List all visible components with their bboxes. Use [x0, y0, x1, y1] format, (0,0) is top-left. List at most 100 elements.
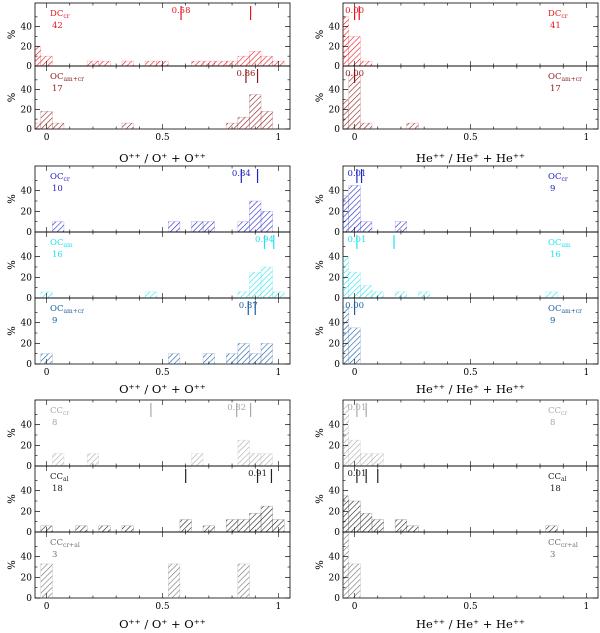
- histogram-bar: [191, 60, 204, 67]
- x-tick-label: 0: [352, 368, 358, 378]
- histogram-bar: [360, 513, 373, 533]
- y-tick-label: 20: [21, 273, 33, 283]
- y-tick-label: 40: [21, 253, 33, 263]
- y-tick-label: 40: [21, 187, 33, 197]
- y-tick-label: 20: [329, 105, 341, 115]
- sample-label: CCal: [548, 472, 567, 483]
- sample-label: OCcr: [548, 172, 568, 183]
- sample-label: OCam+cr: [548, 72, 582, 83]
- x-tick-label: 0: [44, 602, 50, 612]
- y-tick-label: 20: [21, 42, 33, 52]
- y-tick-label: 20: [21, 573, 33, 583]
- median-label: 0.00: [345, 69, 364, 79]
- y-tick-label: 0: [334, 594, 340, 604]
- y-tick-label: 20: [21, 207, 33, 217]
- histogram-bar: [348, 327, 361, 365]
- sample-label: CCcr: [50, 406, 69, 417]
- y-axis-label: %: [315, 560, 326, 570]
- x-tick-label: 0.5: [463, 602, 478, 612]
- y-tick-label: 20: [329, 573, 341, 583]
- y-tick-label: 0: [334, 294, 340, 304]
- histogram-bar: [249, 513, 262, 533]
- histogram-bar: [360, 453, 373, 467]
- median-label: 0.86: [236, 69, 255, 79]
- histogram-bar: [40, 563, 53, 599]
- sample-label: CCcr+al: [548, 538, 578, 549]
- x-tick-label: 1: [584, 133, 590, 143]
- sample-label: OCam: [50, 238, 73, 249]
- y-tick-label: 40: [329, 487, 341, 497]
- y-axis-label: %: [315, 260, 326, 270]
- sample-label: DCcr: [50, 9, 70, 20]
- histogram-bar: [406, 525, 419, 533]
- histogram-bar: [237, 343, 250, 365]
- sample-count: 9: [550, 184, 555, 194]
- sample-label: OCam: [548, 238, 571, 249]
- y-tick-label: 20: [329, 441, 341, 451]
- histogram-bar: [260, 505, 273, 533]
- histogram-bar: [545, 291, 558, 299]
- median-label: 0.84: [232, 169, 251, 179]
- histogram-bar: [249, 271, 262, 299]
- y-tick-label: 0: [26, 228, 32, 238]
- median-label: 0.01: [347, 235, 366, 245]
- histogram-bar: [34, 122, 42, 130]
- histogram-bar: [406, 122, 419, 130]
- histogram-bar: [52, 221, 65, 233]
- y-tick-label: 40: [21, 319, 33, 329]
- y-tick-label: 20: [21, 105, 33, 115]
- y-tick-label: 0: [334, 360, 340, 370]
- histogram-bar: [168, 563, 181, 599]
- y-tick-label: 0: [334, 528, 340, 538]
- y-tick-label: 20: [329, 339, 341, 349]
- sample-label: OCam+cr: [50, 72, 84, 83]
- median-label: 0.01: [347, 403, 366, 413]
- x-tick-label: 1: [276, 368, 282, 378]
- median-label: 0.82: [227, 403, 246, 413]
- sample-count: 10: [52, 184, 63, 194]
- histogram-bar: [360, 221, 373, 233]
- histogram-bar: [121, 60, 134, 67]
- x-axis-label-top-right: He⁺⁺ / He⁺ + He⁺⁺: [416, 151, 525, 165]
- histogram-bar: [360, 122, 373, 130]
- x-tick-label: 0: [44, 133, 50, 143]
- y-tick-label: 40: [329, 421, 341, 431]
- y-tick-label: 0: [334, 462, 340, 472]
- y-axis-label: %: [7, 560, 18, 570]
- sample-count: 9: [550, 316, 555, 326]
- median-label: 0.91: [248, 469, 267, 479]
- y-axis-label: %: [315, 30, 326, 40]
- x-axis-label-bottom-right: He⁺⁺ / He⁺ + He⁺⁺: [416, 617, 525, 631]
- histogram-bar: [249, 200, 262, 233]
- sample-count: 41: [550, 21, 561, 31]
- y-axis-label: %: [7, 93, 18, 103]
- histogram-bar: [260, 111, 273, 130]
- histogram-bar: [168, 353, 181, 365]
- sample-count: 8: [550, 418, 555, 428]
- y-tick-label: 0: [26, 360, 32, 370]
- histogram-bar: [98, 60, 111, 67]
- x-tick-label: 0: [352, 133, 358, 143]
- y-tick-label: 40: [21, 23, 33, 33]
- panel-bottom-left-3: 0 20 40% CCcr+al3 0 0.5 1: [7, 531, 291, 612]
- sample-count: 42: [52, 21, 63, 31]
- histogram-bar: [237, 563, 250, 599]
- histogram-bar: [52, 453, 65, 467]
- x-tick-label: 1: [276, 602, 282, 612]
- y-tick-label: 40: [21, 553, 33, 563]
- histogram-bar: [260, 453, 273, 467]
- x-tick-label: 0: [44, 368, 50, 378]
- x-axis-label-bottom-left: O⁺⁺ / O⁺ + O⁺⁺: [119, 617, 206, 631]
- y-tick-label: 40: [329, 553, 341, 563]
- panel-bottom-right-3: 0 20 40% CCcr+al3 0 0.5 1: [315, 531, 599, 612]
- sample-label: DCcr: [548, 9, 568, 20]
- y-tick-label: 20: [329, 273, 341, 283]
- y-tick-label: 40: [329, 187, 341, 197]
- median-label: 0.01: [347, 469, 366, 479]
- sample-label: OCcr: [50, 172, 70, 183]
